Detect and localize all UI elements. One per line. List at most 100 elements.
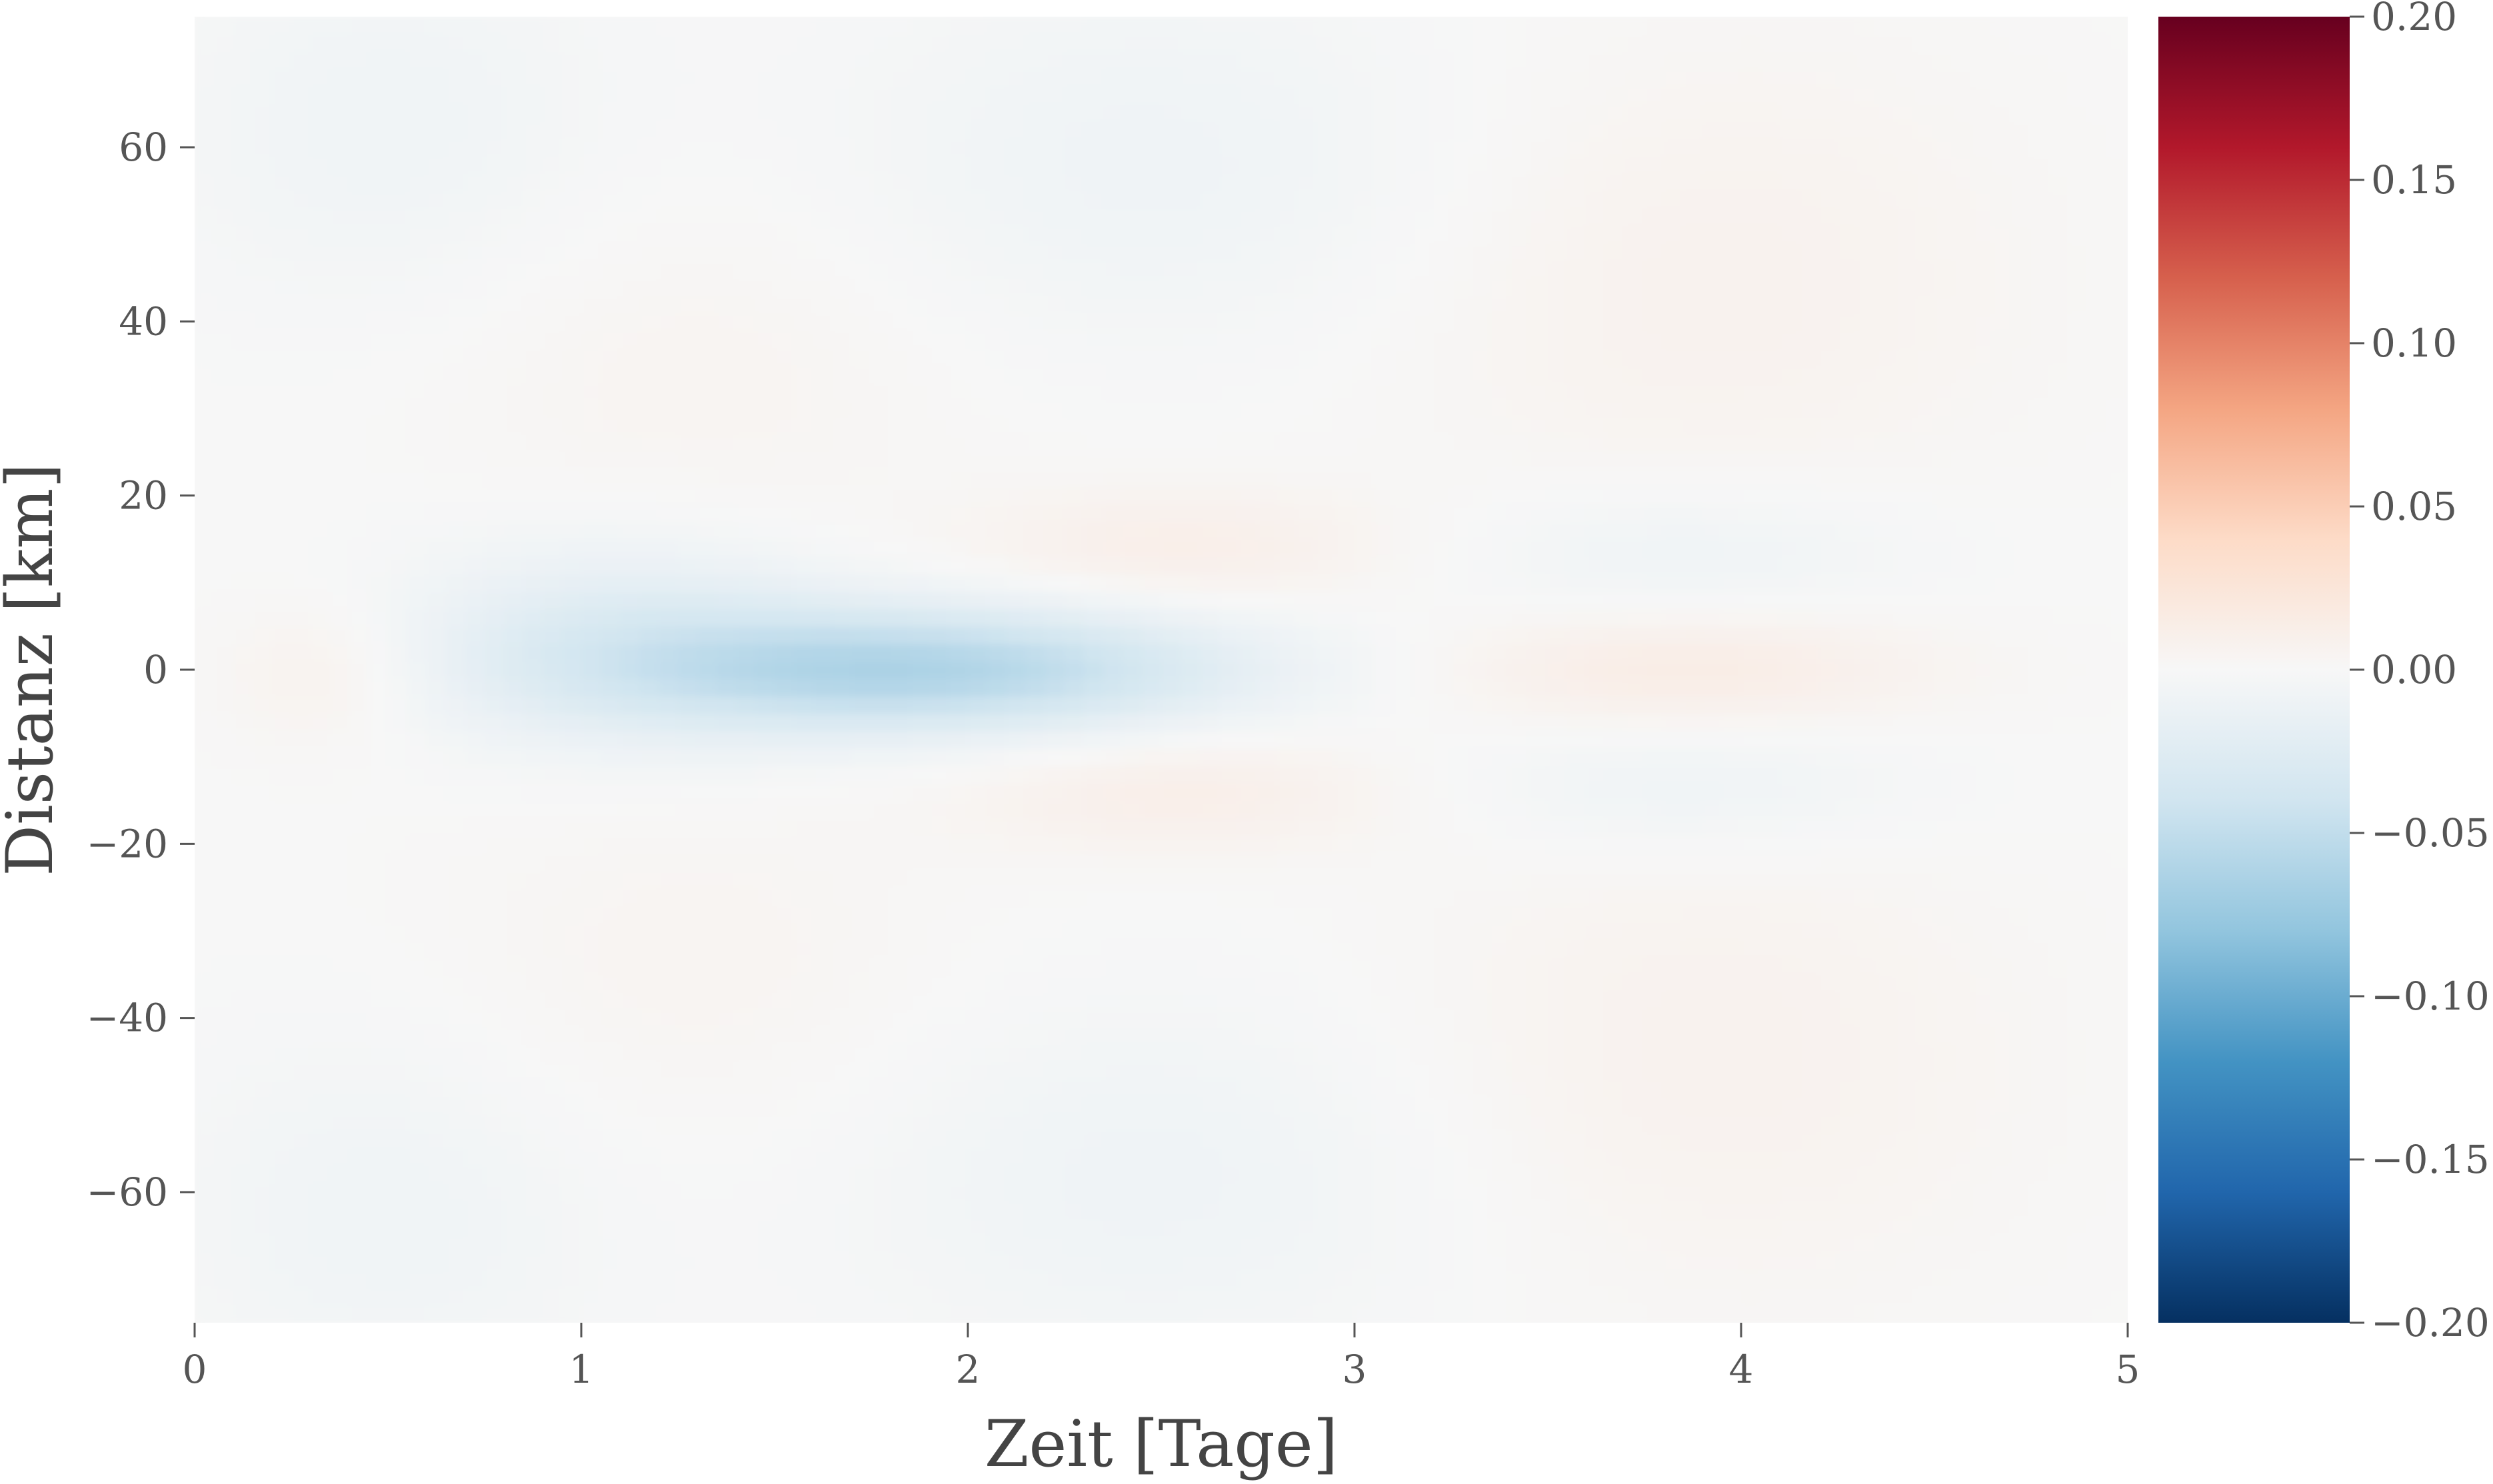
heatmap-cell: [581, 1113, 601, 1132]
heatmap-cell: [1374, 17, 1394, 35]
heatmap-cell: [987, 486, 1007, 505]
heatmap-cell: [601, 626, 621, 644]
heatmap-cell: [1335, 1113, 1355, 1132]
heatmap-cell: [272, 452, 292, 470]
heatmap-cell: [543, 365, 563, 383]
heatmap-cell: [1026, 34, 1046, 53]
heatmap-cell: [1200, 51, 1220, 70]
heatmap-cell: [485, 260, 505, 279]
heatmap-cell: [1065, 730, 1085, 749]
heatmap-cell: [1316, 243, 1336, 261]
heatmap-cell: [330, 556, 350, 575]
heatmap-cell: [736, 434, 756, 453]
heatmap-cell: [794, 1096, 814, 1115]
heatmap-cell: [697, 17, 717, 35]
heatmap-cell: [349, 1113, 369, 1132]
heatmap-cell: [639, 643, 659, 662]
heatmap-cell: [639, 225, 659, 244]
heatmap-cell: [1123, 800, 1143, 819]
heatmap-cell: [601, 852, 621, 871]
heatmap-cell: [543, 904, 563, 923]
heatmap-cell: [465, 17, 485, 35]
heatmap-cell: [697, 1113, 717, 1132]
heatmap-cell: [1045, 469, 1065, 488]
heatmap-cell: [291, 1287, 311, 1306]
heatmap-cell: [736, 608, 756, 627]
heatmap-cell: [407, 1026, 427, 1045]
heatmap-cell: [659, 365, 679, 383]
heatmap-cell: [1026, 922, 1046, 941]
heatmap-cell: [1026, 1079, 1046, 1098]
heatmap-cell: [639, 608, 659, 627]
heatmap-cell: [214, 940, 234, 958]
heatmap-cell: [253, 1113, 273, 1132]
heatmap-cell: [1181, 1096, 1201, 1115]
heatmap-cell: [581, 748, 601, 766]
heatmap-cell: [813, 486, 833, 505]
heatmap-cell: [523, 347, 543, 366]
heatmap-cell: [1451, 660, 1471, 680]
heatmap-cell: [233, 1305, 253, 1323]
heatmap-cell: [1258, 86, 1278, 105]
heatmap-cell: [1084, 399, 1104, 418]
heatmap-cell: [1084, 1165, 1104, 1184]
heatmap-cell: [1007, 156, 1027, 175]
heatmap-cell: [833, 191, 853, 209]
heatmap-cell: [1239, 347, 1258, 366]
heatmap-cell: [1432, 138, 1452, 157]
heatmap-cell: [311, 504, 331, 522]
heatmap-cell: [1374, 330, 1394, 349]
heatmap-cell: [1181, 486, 1201, 505]
heatmap-cell: [543, 1253, 563, 1271]
heatmap-cell: [214, 417, 234, 436]
heatmap-cell: [755, 313, 775, 331]
heatmap-cell: [871, 313, 891, 331]
heatmap-cell: [1181, 1287, 1201, 1306]
heatmap-cell: [1219, 957, 1239, 976]
heatmap-cell: [214, 748, 234, 766]
heatmap-cell: [1296, 504, 1316, 522]
heatmap-cell: [794, 1148, 814, 1167]
heatmap-cell: [949, 992, 969, 1010]
heatmap-cell: [562, 800, 582, 819]
heatmap-cell: [717, 1026, 737, 1045]
heatmap-cell: [1219, 452, 1239, 470]
heatmap-cell: [1123, 957, 1143, 976]
heatmap-cell: [562, 191, 582, 209]
heatmap-cell: [949, 1201, 969, 1219]
heatmap-cell: [291, 452, 311, 470]
heatmap-cell: [1432, 591, 1452, 610]
heatmap-cell: [253, 1026, 273, 1045]
heatmap-cell: [794, 1287, 814, 1306]
heatmap-cell: [678, 278, 698, 297]
heatmap-cell: [775, 643, 795, 662]
heatmap-cell: [639, 782, 659, 801]
heatmap-cell: [253, 1131, 273, 1149]
heatmap-cell: [1432, 417, 1452, 436]
heatmap-cell: [1316, 574, 1336, 592]
heatmap-cell: [1161, 835, 1181, 854]
heatmap-cell: [871, 69, 891, 87]
heatmap-cell: [1200, 486, 1220, 505]
heatmap-cell: [852, 103, 872, 122]
heatmap-cell: [1065, 1079, 1085, 1098]
heatmap-cell: [1316, 313, 1336, 331]
heatmap-cell: [1045, 1270, 1065, 1289]
heatmap-cell: [465, 1044, 485, 1062]
heatmap-cell: [214, 486, 234, 505]
heatmap-cell: [1007, 1113, 1027, 1132]
heatmap-cell: [1065, 922, 1085, 941]
heatmap-cell: [311, 660, 331, 680]
heatmap-cell: [949, 1062, 969, 1080]
heatmap-cell: [1277, 173, 1297, 192]
heatmap-cell: [1123, 626, 1143, 644]
heatmap-cell: [601, 591, 621, 610]
heatmap-cell: [523, 86, 543, 105]
heatmap-cell: [987, 539, 1007, 558]
heatmap-cell: [1181, 173, 1201, 192]
heatmap-cell: [523, 992, 543, 1010]
heatmap-cell: [968, 1131, 988, 1149]
heatmap-cell: [1432, 1270, 1452, 1289]
heatmap-cell: [446, 887, 466, 906]
heatmap-cell: [543, 835, 563, 854]
